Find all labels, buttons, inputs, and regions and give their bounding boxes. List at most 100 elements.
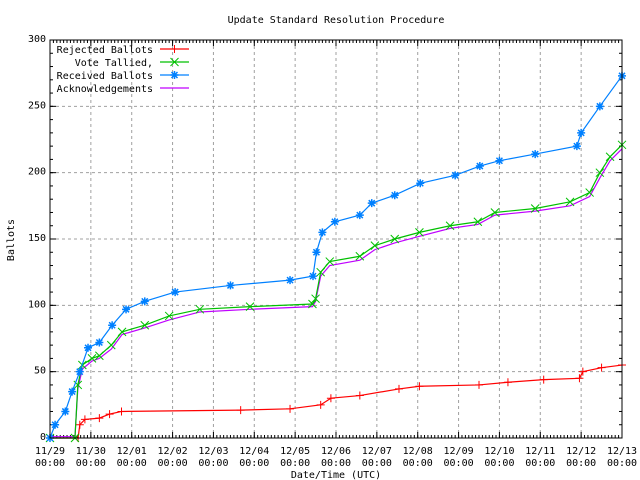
data-point bbox=[415, 228, 424, 237]
legend: Rejected Ballots Vote Tallied, Received Ba… bbox=[57, 45, 189, 95]
x-tick-label-date: 11/30 bbox=[76, 446, 106, 457]
data-point bbox=[415, 382, 424, 391]
data-point bbox=[80, 415, 89, 424]
x-tick-label-date: 12/04 bbox=[239, 446, 269, 457]
x-tick-label-date: 12/10 bbox=[484, 446, 514, 457]
data-point bbox=[117, 327, 127, 337]
series-acknowledgements bbox=[50, 148, 623, 438]
data-point bbox=[84, 343, 93, 352]
legend-marker bbox=[170, 71, 179, 79]
data-point bbox=[140, 320, 150, 330]
x-tick-label-date: 12/09 bbox=[444, 446, 474, 457]
data-point bbox=[495, 156, 504, 165]
data-point bbox=[595, 168, 605, 178]
y-tick-label: 250 bbox=[28, 100, 46, 111]
data-point bbox=[475, 162, 484, 171]
data-point bbox=[355, 211, 364, 220]
y-tick-label: 150 bbox=[28, 233, 46, 244]
x-tick-label-time: 00:00 bbox=[158, 458, 188, 469]
data-point bbox=[578, 367, 587, 376]
data-point bbox=[312, 248, 321, 257]
y-tick-label: 0 bbox=[40, 432, 46, 443]
data-point bbox=[106, 340, 116, 350]
chart-title: Update Standard Resolution Procedure bbox=[228, 15, 445, 26]
data-point bbox=[585, 188, 595, 197]
x-tick-label-date: 12/05 bbox=[280, 446, 310, 457]
data-point bbox=[390, 191, 399, 200]
data-point bbox=[171, 288, 180, 297]
data-point bbox=[316, 267, 326, 277]
data-point bbox=[122, 305, 131, 314]
data-point bbox=[445, 221, 455, 231]
data-point bbox=[95, 414, 104, 423]
x-tick-label-time: 00:00 bbox=[198, 458, 228, 469]
data-point bbox=[355, 391, 364, 400]
data-point bbox=[605, 152, 615, 162]
data-point bbox=[51, 420, 60, 429]
data-point bbox=[355, 251, 365, 261]
data-point bbox=[318, 228, 327, 237]
x-tick-label-date: 12/08 bbox=[403, 446, 433, 457]
data-point bbox=[236, 406, 245, 415]
x-tick-label-time: 00:00 bbox=[362, 458, 392, 469]
data-point bbox=[577, 128, 586, 137]
legend-marker bbox=[170, 45, 179, 53]
y-tick-label: 200 bbox=[28, 167, 46, 178]
data-point bbox=[330, 217, 339, 226]
y-tick-label: 50 bbox=[34, 366, 46, 377]
x-tick-label-date: 12/03 bbox=[198, 446, 228, 457]
plot-border bbox=[49, 39, 623, 439]
data-point bbox=[195, 304, 205, 314]
data-point bbox=[75, 420, 84, 429]
x-tick-label-time: 00:00 bbox=[35, 458, 65, 469]
data-point bbox=[539, 375, 548, 384]
data-point bbox=[394, 384, 403, 393]
data-point bbox=[309, 272, 318, 281]
data-point bbox=[87, 354, 97, 363]
data-point bbox=[140, 297, 149, 306]
y-tick-label: 300 bbox=[28, 34, 46, 45]
y-axis-label: Ballots bbox=[6, 219, 17, 261]
data-point bbox=[575, 374, 584, 383]
data-point bbox=[530, 204, 540, 213]
data-point bbox=[308, 299, 317, 309]
data-point bbox=[473, 217, 483, 227]
x-tick-label-time: 00:00 bbox=[321, 458, 351, 469]
x-tick-label-time: 00:00 bbox=[403, 458, 433, 469]
x-tick-label-date: 12/12 bbox=[566, 446, 596, 457]
x-tick-label-date: 12/06 bbox=[321, 446, 351, 457]
data-point bbox=[490, 208, 500, 217]
x-tick-label-date: 12/02 bbox=[158, 446, 188, 457]
data-point bbox=[311, 294, 320, 304]
data-point bbox=[75, 367, 84, 376]
x-tick-label-time: 00:00 bbox=[76, 458, 106, 469]
data-point bbox=[286, 404, 295, 413]
data-point bbox=[117, 407, 126, 416]
legend-label: Received Ballots bbox=[57, 71, 153, 82]
legend-label: Acknowledgements bbox=[57, 84, 153, 95]
x-tick-label-time: 00:00 bbox=[484, 458, 514, 469]
data-point bbox=[61, 407, 70, 416]
grid bbox=[50, 40, 622, 438]
series-line bbox=[50, 148, 623, 438]
data-point bbox=[370, 241, 380, 250]
axis-ticks: 05010015020025030011/2900:0011/3000:0012… bbox=[28, 34, 637, 469]
data-point bbox=[451, 171, 460, 180]
data-point bbox=[503, 378, 512, 387]
x-tick-label-time: 00:00 bbox=[566, 458, 596, 469]
data-point bbox=[416, 179, 425, 188]
x-tick-label-date: 12/11 bbox=[525, 446, 555, 457]
legend-label: Vote Tallied, bbox=[75, 58, 153, 69]
data-point bbox=[226, 281, 235, 290]
x-tick-label-time: 00:00 bbox=[525, 458, 555, 469]
data-point bbox=[286, 276, 295, 285]
x-tick-label-time: 00:00 bbox=[117, 458, 147, 469]
data-point bbox=[245, 302, 255, 312]
x-tick-label-date: 12/01 bbox=[117, 446, 147, 457]
data-point bbox=[572, 142, 581, 151]
data-point bbox=[316, 400, 325, 409]
data-point bbox=[68, 387, 77, 396]
data-point bbox=[367, 199, 376, 208]
data-point bbox=[95, 338, 104, 347]
